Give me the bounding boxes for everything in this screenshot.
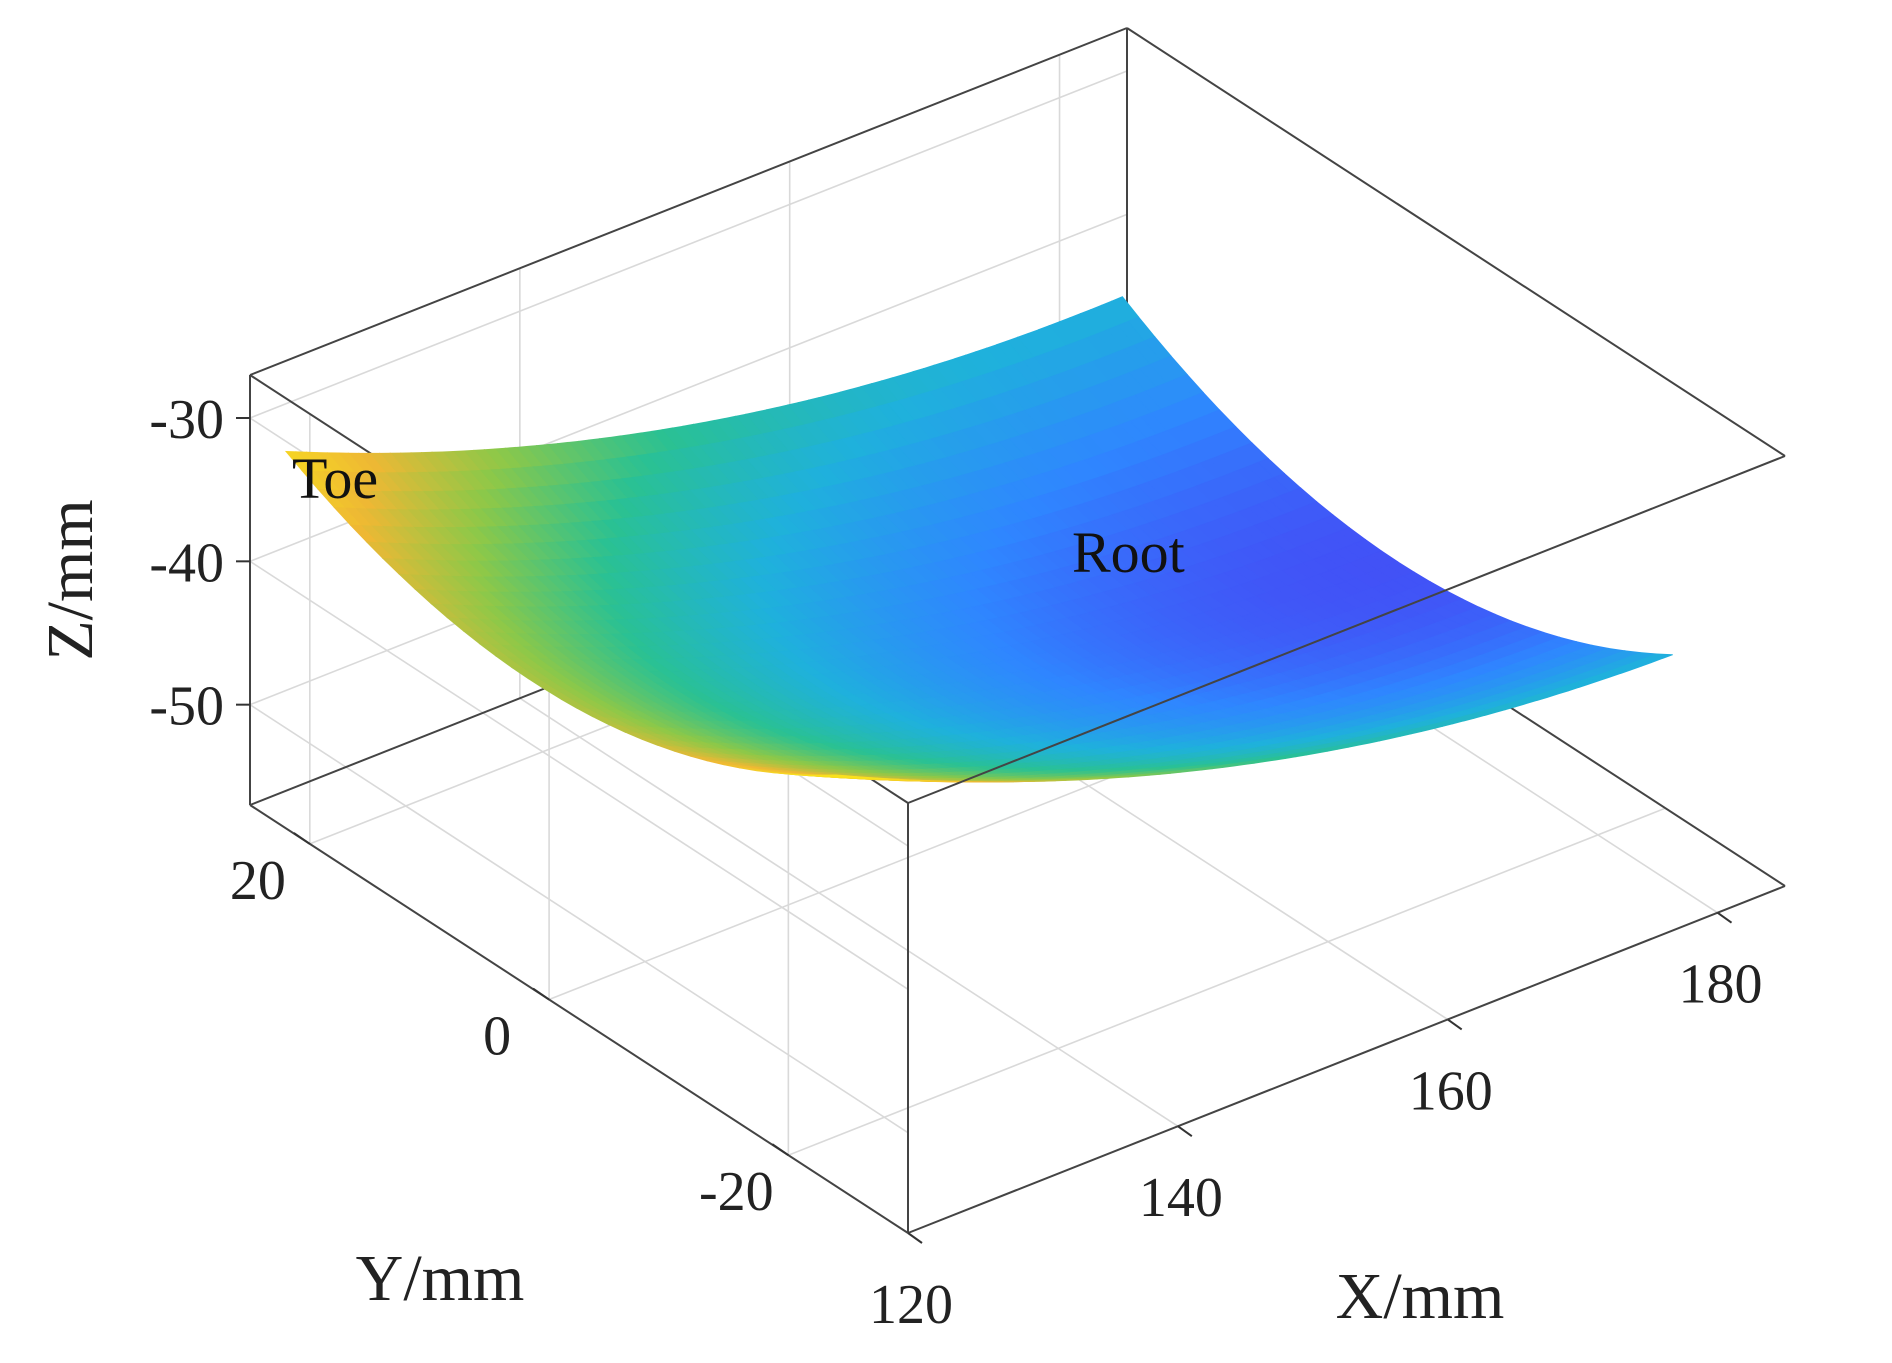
- grid-line-z-left-2: [249, 703, 909, 1134]
- annotation-toe: Toe: [292, 446, 378, 511]
- x-tick-label-180: 180: [1679, 954, 1763, 1016]
- grid-line-z-left-1: [249, 560, 909, 991]
- box-edge-9: [1126, 27, 1786, 457]
- y-tick-mark-20: [293, 832, 311, 845]
- y-tick-label-20: 20: [230, 850, 286, 912]
- surface-mesh: [284, 296, 1673, 783]
- y-tick-mark-0: [532, 987, 550, 1001]
- annotation-root: Root: [1072, 520, 1185, 585]
- x-tick-label-160: 160: [1409, 1060, 1493, 1122]
- y-tick-label-0: 0: [483, 1006, 511, 1068]
- x-tick-mark-180: [1716, 911, 1733, 924]
- x-tick-mark-120: [907, 1232, 923, 1244]
- y-tick-label--20: -20: [699, 1161, 774, 1223]
- y-tick-mark--20: [771, 1143, 789, 1157]
- grid-line-y-floor-2: [788, 807, 1666, 1156]
- surface-cell-0-33: [819, 774, 847, 777]
- z-tick-label--50: -50: [149, 676, 224, 738]
- x-tick-mark-160: [1447, 1018, 1463, 1031]
- box-edge-0: [907, 885, 1786, 1234]
- axes-box-front: [907, 455, 1786, 804]
- z-tick-label--40: -40: [149, 532, 224, 594]
- x-tick-label-140: 140: [1139, 1167, 1223, 1229]
- grid-line-z-back-0: [249, 70, 1128, 419]
- z-tick-label--30: -30: [149, 389, 224, 451]
- box-edge-front-top: [907, 455, 1786, 804]
- x-tick-label-120: 120: [869, 1274, 953, 1336]
- y-axis-label: Y/mm: [356, 1242, 525, 1315]
- box-edge-1: [249, 804, 909, 1234]
- z-axis-label: Z/mm: [34, 499, 107, 660]
- grid-line-x-floor-1: [519, 697, 1179, 1127]
- x-axis-label: X/mm: [1336, 1260, 1505, 1333]
- x-tick-mark-140: [1177, 1125, 1193, 1138]
- box-edge-8: [249, 27, 1128, 376]
